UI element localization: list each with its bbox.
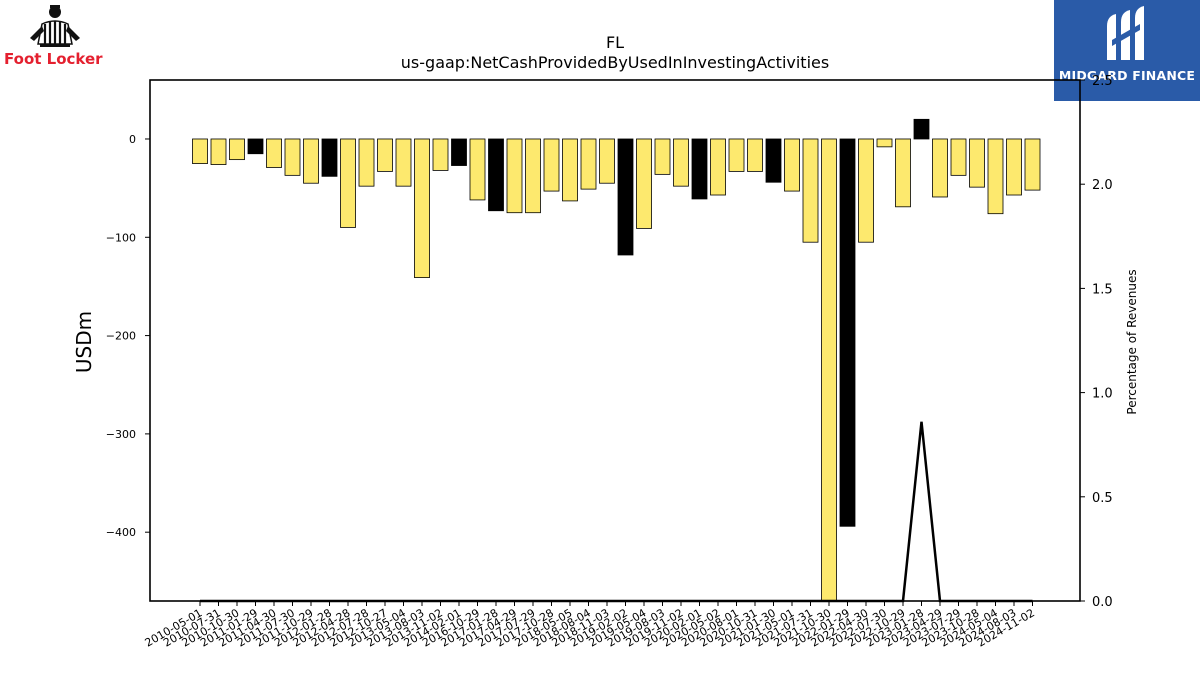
bar <box>525 138 541 214</box>
bar <box>562 138 578 202</box>
bar <box>358 138 375 187</box>
bar <box>784 138 800 192</box>
y-tick-label: 0 <box>129 133 136 146</box>
y2-tick-label: 1.0 <box>1092 387 1113 402</box>
y2-axis: 0.0 0.5 1.0 1.5 2.0 2.5 <box>1080 74 1113 610</box>
bar <box>303 138 319 184</box>
bar <box>636 138 652 229</box>
bar <box>229 138 245 161</box>
y-tick-label: −200 <box>106 330 136 343</box>
bar <box>728 138 745 172</box>
bar <box>506 138 523 214</box>
bar <box>858 138 874 243</box>
brand-logo: Foot Locker <box>0 0 112 72</box>
y-tick-label: −300 <box>106 428 136 441</box>
bar <box>488 138 504 212</box>
bar <box>284 138 301 176</box>
y2-tick-label: 2.0 <box>1092 178 1113 193</box>
bar <box>469 138 486 201</box>
bar <box>247 138 264 155</box>
bar <box>1006 138 1022 196</box>
referee-logo-icon <box>30 5 80 47</box>
brand-name: Foot Locker <box>4 50 103 68</box>
y2-axis-label: Percentage of Revenues <box>1125 269 1139 414</box>
bar <box>210 138 227 165</box>
bar <box>950 138 967 176</box>
y-tick-label: −400 <box>106 526 136 539</box>
midgard-finance-name: MIDGARD FINANCE <box>1058 68 1196 83</box>
bar <box>710 138 726 196</box>
plot-frame <box>149 79 1081 602</box>
chart-title: FL <box>606 33 624 52</box>
y-axis-label: USDm <box>72 311 96 373</box>
bar <box>432 138 449 171</box>
bar <box>839 138 856 527</box>
bar <box>414 138 430 278</box>
y2-tick-label: 1.5 <box>1092 282 1113 297</box>
y2-tick-label: 0.5 <box>1092 491 1113 506</box>
y-axis: 0 −100 −200 −300 −400 <box>106 133 150 539</box>
y2-tick-label: 2.5 <box>1092 74 1113 89</box>
bar <box>451 138 467 166</box>
percentage-line <box>200 421 1033 603</box>
bar <box>599 138 615 184</box>
bar <box>395 138 412 187</box>
bar <box>192 138 208 164</box>
bar <box>673 138 689 187</box>
bars-layer <box>192 118 1041 602</box>
bar <box>747 138 763 172</box>
y-tick-label: −100 <box>106 231 136 244</box>
bar <box>802 138 819 243</box>
bar <box>932 138 948 198</box>
bar <box>1024 138 1041 191</box>
bar <box>580 138 597 190</box>
midgard-finance-logo: MIDGARD FINANCE <box>1054 0 1200 101</box>
x-axis: 2010-05-012010-07-312010-10-302011-01-29… <box>143 601 1037 650</box>
bar <box>321 138 338 177</box>
bar <box>895 138 911 208</box>
bar <box>987 138 1004 215</box>
bar <box>969 138 985 188</box>
bar <box>821 138 837 602</box>
line-layer <box>200 421 1033 603</box>
bar <box>913 118 930 140</box>
y2-tick-label: 0.0 <box>1092 595 1113 610</box>
chart-subtitle: us-gaap:NetCashProvidedByUsedInInvesting… <box>401 53 829 72</box>
bar <box>654 138 671 175</box>
bar <box>377 138 393 172</box>
bar <box>543 138 560 192</box>
bar <box>876 138 893 148</box>
bar <box>266 138 282 168</box>
bar <box>765 138 782 183</box>
bar <box>340 138 356 228</box>
bar <box>617 138 634 256</box>
bar <box>691 138 708 200</box>
midgard-m-logo-icon <box>1107 6 1144 60</box>
